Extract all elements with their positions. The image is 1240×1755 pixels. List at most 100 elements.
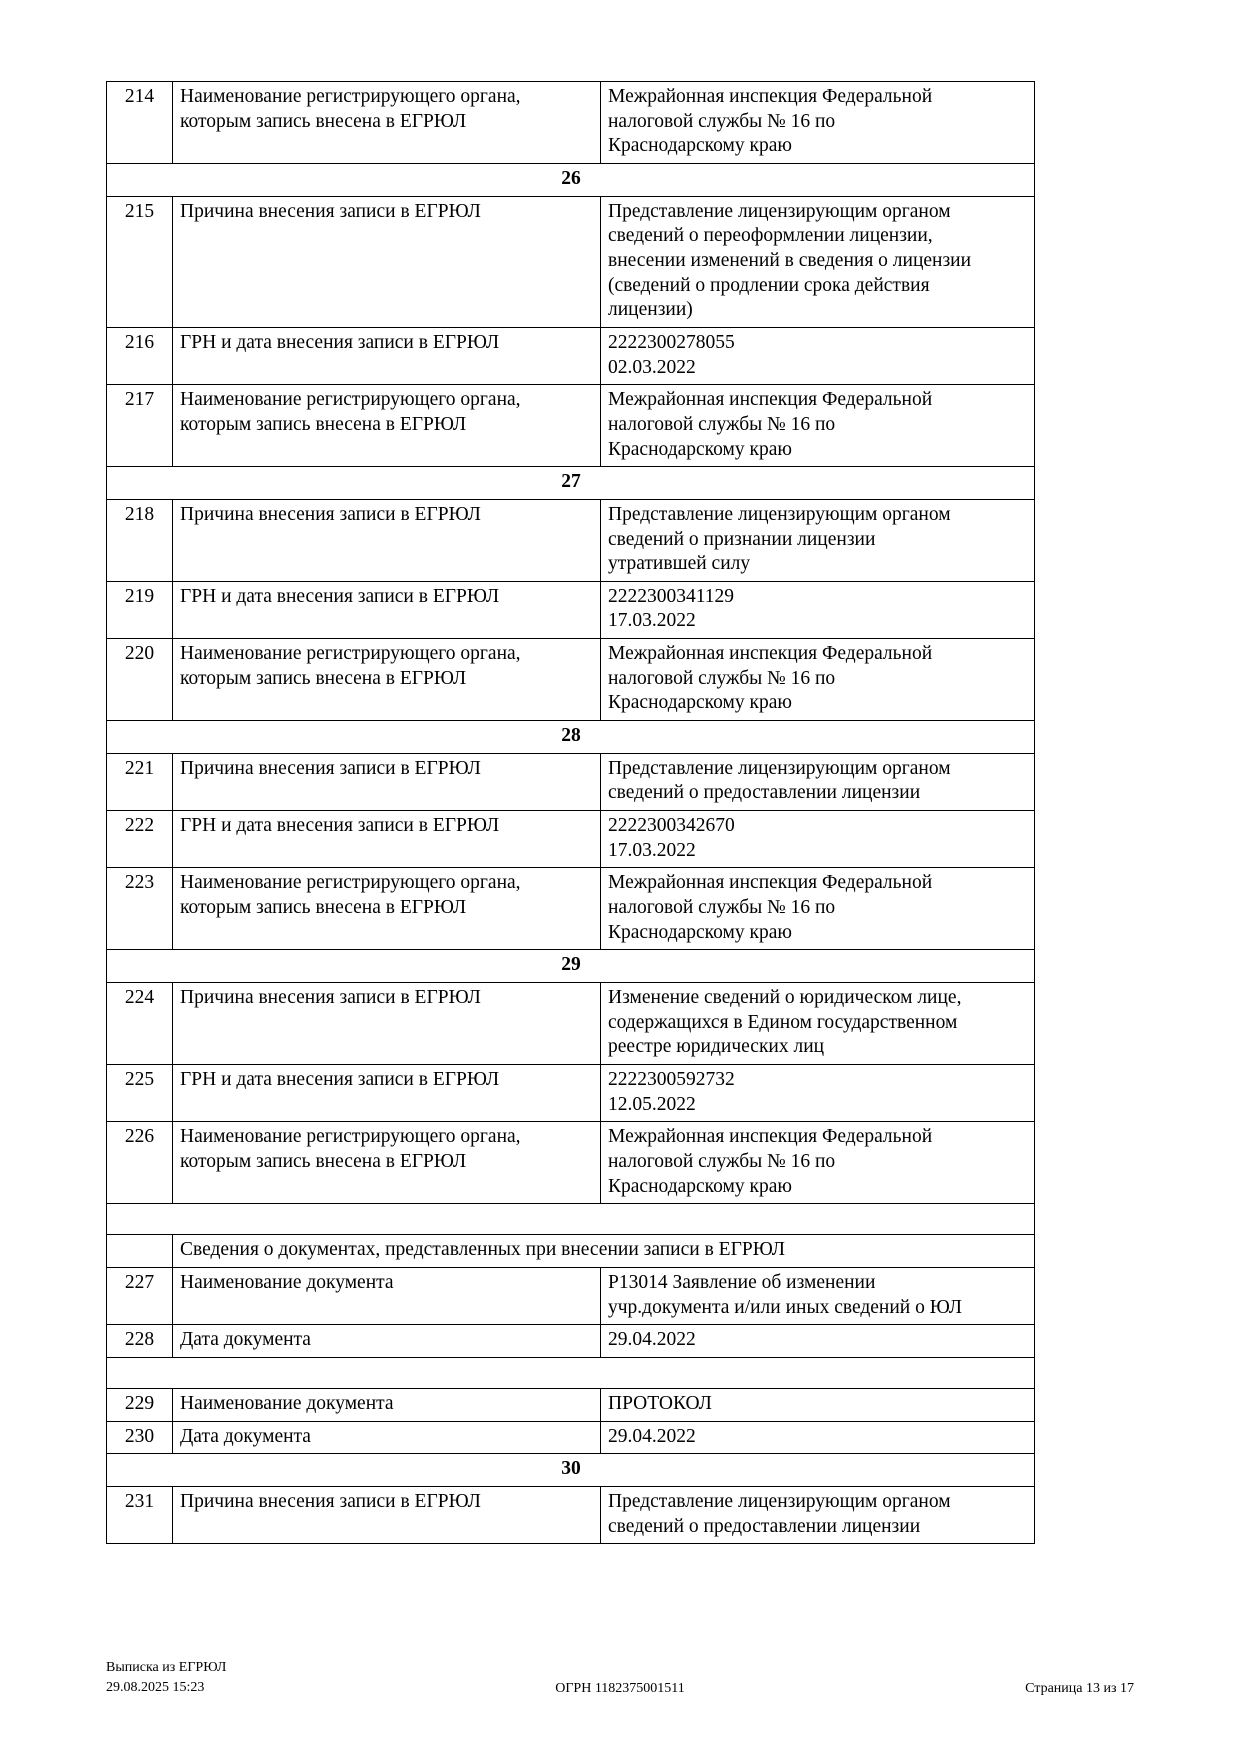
table-row: 228 Дата документа 29.04.2022 xyxy=(106,1324,1035,1358)
cell-text: Причина внесения записи в ЕГРЮЛ xyxy=(180,1490,594,1515)
cell-line: Наименование регистрирующего органа, xyxy=(180,86,521,107)
record-field-label: Причина внесения записи в ЕГРЮЛ xyxy=(172,498,601,582)
table-row: 216 ГРН и дата внесения записи в ЕГРЮЛ 222… xyxy=(106,326,1035,386)
record-number: 223 xyxy=(106,867,173,951)
record-field-value: 29.04.2022 xyxy=(600,1324,1035,1358)
table-row: 226 Наименование регистрирующего органа, к… xyxy=(106,1121,1035,1205)
record-number: 216 xyxy=(106,326,173,386)
record-number: 231 xyxy=(106,1485,173,1545)
cell-line: ГРН и дата внесения записи в ЕГРЮЛ xyxy=(180,585,500,607)
cell-line: Межрайонная инспекция Федеральной xyxy=(608,643,933,665)
cell-line: (сведений о продлении срока действия xyxy=(608,274,930,296)
cell-text: Наименование регистрирующего органа, кото… xyxy=(180,1125,594,1174)
cell-line: Наименование документа xyxy=(180,1271,394,1293)
cell-line: Наименование регистрирующего органа, xyxy=(180,643,521,665)
cell-line: Причина внесения записи в ЕГРЮЛ xyxy=(180,503,481,525)
record-section-number: 29 xyxy=(106,949,1035,983)
record-section-row: 28 xyxy=(106,720,1035,754)
table-row: 230 Дата документа 29.04.2022 xyxy=(106,1420,1035,1455)
table-row: 221 Причина внесения записи в ЕГРЮЛ Предст… xyxy=(106,752,1035,812)
documents-heading-text: Сведения о документах, представленных пр… xyxy=(172,1234,1035,1268)
record-number: 226 xyxy=(106,1121,173,1205)
cell-line: лицензии) xyxy=(608,299,693,321)
cell-line: Изменение сведений о юридическом лице, xyxy=(608,987,962,1008)
cell-line: Краснодарскому краю xyxy=(608,921,792,943)
cell-line: Краснодарскому краю xyxy=(608,1175,792,1197)
cell-line: Межрайонная инспекция Федеральной xyxy=(608,389,933,411)
cell-line: Причина внесения записи в ЕГРЮЛ xyxy=(180,1490,481,1512)
cell-line: сведений о переоформлении лицензии, xyxy=(608,225,933,247)
cell-line: Наименование документа xyxy=(180,1392,394,1414)
record-number: 229 xyxy=(106,1387,173,1422)
record-field-label: Наименование регистрирующего органа, кото… xyxy=(172,81,601,164)
record-field-label: Причина внесения записи в ЕГРЮЛ xyxy=(172,982,601,1065)
table-row: 229 Наименование документа ПРОТОКОЛ xyxy=(106,1387,1035,1422)
record-field-value: 2222300592732 12.05.2022 xyxy=(600,1063,1035,1123)
table-row: 217 Наименование регистрирующего органа, к… xyxy=(106,384,1035,468)
cell-line: 2222300341129 xyxy=(608,585,735,607)
cell-text: Межрайонная инспекция Федеральной налогов… xyxy=(608,1125,1028,1199)
cell-text: ГРН и дата внесения записи в ЕГРЮЛ xyxy=(180,814,594,839)
record-section-number: 27 xyxy=(106,466,1035,500)
record-field-label: Наименование регистрирующего органа, кото… xyxy=(172,638,601,722)
cell-line: Дата документа xyxy=(180,1329,311,1351)
cell-text: Межрайонная инспекция Федеральной налогов… xyxy=(608,85,1028,159)
record-field-value: Представление лицензирующим органом сведе… xyxy=(600,498,1035,582)
cell-line: 12.05.2022 xyxy=(608,1093,696,1115)
table-row: 215 Причина внесения записи в ЕГРЮЛ Предст… xyxy=(106,195,1035,328)
record-field-value: 29.04.2022 xyxy=(600,1420,1035,1455)
cell-line: налоговой службы № 16 по xyxy=(608,413,836,435)
record-number: 220 xyxy=(106,638,173,722)
table-row: 231 Причина внесения записи в ЕГРЮЛ Предст… xyxy=(106,1485,1035,1545)
cell-line: 2222300592732 xyxy=(608,1068,735,1090)
heading-row-number-cell xyxy=(106,1234,173,1268)
cell-text: 2222300341129 17.03.2022 xyxy=(608,585,1028,634)
footer-generated-at: 29.08.2025 15:23 xyxy=(106,1680,205,1696)
cell-line: Представление лицензирующим органом xyxy=(608,1490,951,1512)
cell-text: ГРН и дата внесения записи в ЕГРЮЛ xyxy=(180,1068,594,1093)
cell-text: 29.04.2022 xyxy=(608,1328,1028,1353)
cell-line: Причина внесения записи в ЕГРЮЛ xyxy=(180,987,481,1008)
cell-line: Представление лицензирующим органом xyxy=(608,503,951,525)
cell-text: Межрайонная инспекция Федеральной налогов… xyxy=(608,871,1028,945)
cell-text: Дата документа xyxy=(180,1328,594,1353)
cell-line: Дата документа xyxy=(180,1425,311,1447)
record-field-label: Причина внесения записи в ЕГРЮЛ xyxy=(172,752,601,812)
cell-text: 2222300342670 17.03.2022 xyxy=(608,814,1028,863)
record-field-label: Причина внесения записи в ЕГРЮЛ xyxy=(172,1485,601,1545)
footer-page-number: Страница 13 из 17 xyxy=(1025,1681,1134,1696)
record-field-value: ПРОТОКОЛ xyxy=(600,1387,1035,1422)
egrul-records-table: 214 Наименование регистрирующего органа, к… xyxy=(106,81,1035,1545)
cell-text: Наименование документа xyxy=(180,1271,594,1296)
record-field-label: Дата документа xyxy=(172,1324,601,1358)
cell-line: которым запись внесена в ЕГРЮЛ xyxy=(180,897,467,919)
record-field-label: Наименование документа xyxy=(172,1266,601,1326)
table-row: 214 Наименование регистрирующего органа, к… xyxy=(106,81,1035,164)
record-field-value: Представление лицензирующим органом сведе… xyxy=(600,195,1035,328)
cell-line: налоговой службы № 16 по xyxy=(608,667,836,689)
cell-line: Наименование регистрирующего органа, xyxy=(180,1126,521,1148)
cell-line: 17.03.2022 xyxy=(608,610,696,632)
cell-line: ГРН и дата внесения записи в ЕГРЮЛ xyxy=(180,331,500,353)
blank-spacer-row xyxy=(106,1356,1035,1389)
cell-line: налоговой службы № 16 по xyxy=(608,1150,836,1172)
cell-line: которым запись внесена в ЕГРЮЛ xyxy=(180,413,467,435)
record-field-value: Межрайонная инспекция Федеральной налогов… xyxy=(600,81,1035,164)
footer-left-block: Выписка из ЕГРЮЛ 29.08.2025 15:23 xyxy=(106,1658,226,1699)
record-field-label: ГРН и дата внесения записи в ЕГРЮЛ xyxy=(172,1063,601,1123)
cell-line: ГРН и дата внесения записи в ЕГРЮЛ xyxy=(180,815,500,837)
cell-line: которым запись внесена в ЕГРЮЛ xyxy=(180,110,467,132)
cell-text: Причина внесения записи в ЕГРЮЛ xyxy=(180,200,594,225)
record-number: 214 xyxy=(106,81,173,164)
cell-line: Представление лицензирующим органом xyxy=(608,757,951,779)
cell-text: Наименование регистрирующего органа, кото… xyxy=(180,871,594,920)
record-field-label: ГРН и дата внесения записи в ЕГРЮЛ xyxy=(172,580,601,640)
cell-text: Дата документа xyxy=(180,1425,594,1450)
cell-line: 02.03.2022 xyxy=(608,356,696,378)
cell-line: которым запись внесена в ЕГРЮЛ xyxy=(180,1150,467,1172)
record-number: 221 xyxy=(106,752,173,812)
cell-line: Краснодарскому краю xyxy=(608,135,792,157)
record-field-value: Межрайонная инспекция Федеральной налогов… xyxy=(600,1121,1035,1205)
record-field-label: ГРН и дата внесения записи в ЕГРЮЛ xyxy=(172,326,601,386)
cell-line: 2222300342670 xyxy=(608,815,735,837)
